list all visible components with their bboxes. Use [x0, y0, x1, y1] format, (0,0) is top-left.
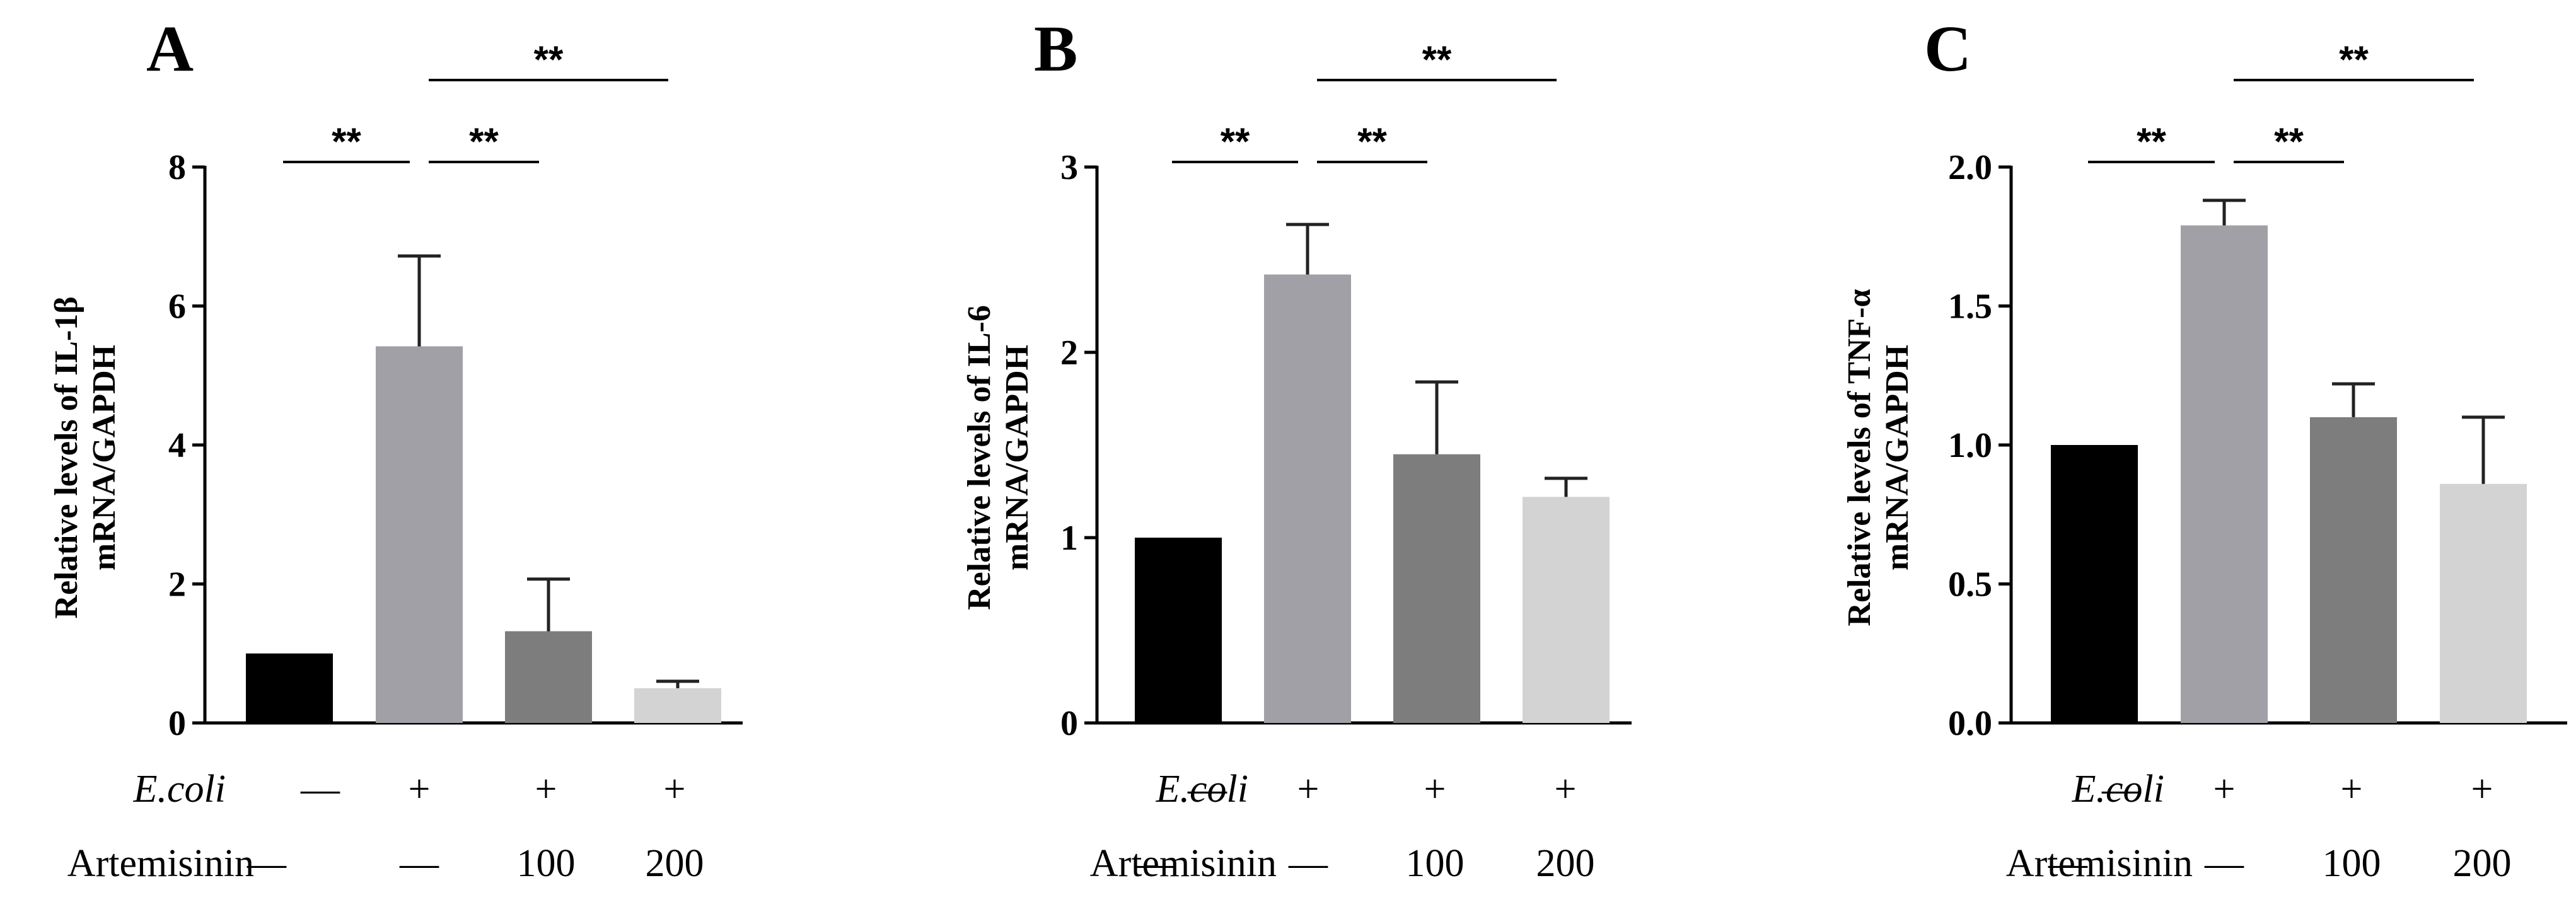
significance-stars: **	[1422, 38, 1452, 81]
bar	[1264, 274, 1351, 723]
ecoli-condition: +	[664, 768, 686, 811]
artemisinin-condition: 200	[1536, 842, 1595, 885]
y-tick-label: 2	[1060, 333, 1078, 373]
panel-a: A Relative levels of IL-1βmRNA/GAPDH 0 2 4 6 8…	[49, 13, 743, 885]
bar	[2310, 417, 2397, 723]
ecoli-condition: +	[2213, 768, 2236, 811]
significance-stars: **	[534, 38, 564, 81]
artemisinin-label: Artemisinin	[2006, 842, 2193, 885]
ecoli-label: E.coli	[133, 768, 226, 811]
artemisinin-condition: —	[1134, 842, 1174, 885]
y-tick-label: 1.5	[1948, 287, 1992, 326]
artemisinin-condition: —	[2204, 842, 2244, 885]
significance-stars: **	[332, 120, 361, 163]
y-tick-label: 0.5	[1948, 565, 1992, 604]
ecoli-condition: +	[1555, 768, 1577, 811]
bar	[505, 631, 592, 723]
artemisinin-condition: 100	[1406, 842, 1465, 885]
y-tick-label: 2.0	[1948, 148, 1992, 187]
significance-stars: **	[2137, 120, 2166, 163]
ecoli-condition: +	[1424, 768, 1446, 811]
artemisinin-condition: 200	[646, 842, 704, 885]
bar	[2440, 483, 2527, 723]
y-tick-label: 1	[1060, 519, 1078, 558]
y-axis-label: Relative levels of TNF-αmRNA/GAPDH	[1842, 289, 1915, 627]
panel-b: B Relative levels of IL-6mRNA/GAPDH 0 1 2 3 **…	[961, 13, 1632, 885]
bar	[2051, 445, 2138, 723]
ecoli-condition: —	[2101, 768, 2142, 811]
significance-stars: **	[1221, 120, 1250, 163]
bar	[1523, 497, 1610, 723]
bar	[1393, 454, 1480, 723]
significance-stars: **	[2274, 120, 2304, 163]
ecoli-condition: +	[2341, 768, 2363, 811]
ecoli-condition: +	[2471, 768, 2493, 811]
significance-stars: **	[469, 120, 499, 163]
ecoli-condition: —	[300, 768, 340, 811]
artemisinin-condition: 100	[2323, 842, 2381, 885]
significance-stars: **	[2339, 38, 2369, 81]
ecoli-condition: —	[1187, 768, 1227, 811]
y-tick-label: 2	[168, 565, 186, 604]
y-tick-label: 8	[168, 148, 186, 187]
artemisinin-condition: 100	[517, 842, 576, 885]
artemisinin-label: Artemisinin	[67, 842, 254, 885]
bar	[1135, 538, 1222, 723]
y-tick-label: 0.0	[1948, 704, 1992, 743]
panel-letter: B	[1034, 13, 1077, 85]
y-tick-label: 0	[168, 704, 186, 743]
artemisinin-condition: —	[1288, 842, 1328, 885]
y-tick-label: 1.0	[1948, 426, 1992, 465]
panel-letter: C	[1924, 13, 1971, 85]
y-axis-label: Relative levels of IL-1βmRNA/GAPDH	[49, 296, 122, 618]
bar	[376, 346, 463, 723]
ecoli-condition: +	[535, 768, 557, 811]
panel-letter: A	[146, 13, 194, 85]
ecoli-label: E.coli	[1156, 768, 1248, 811]
ecoli-condition: +	[1297, 768, 1320, 811]
artemisinin-condition: —	[247, 842, 287, 885]
artemisinin-label: Artemisinin	[1090, 842, 1277, 885]
ecoli-label: E.coli	[2072, 768, 2164, 811]
bar	[246, 653, 333, 723]
panel-c: C Relative levels of TNF-αmRNA/GAPDH 0.0 0.…	[1842, 13, 2567, 885]
significance-stars: **	[1357, 120, 1387, 163]
y-axis-label: Relative levels of IL-6mRNA/GAPDH	[961, 305, 1035, 610]
artemisinin-condition: —	[2048, 842, 2088, 885]
y-tick-label: 6	[168, 287, 186, 326]
bar	[634, 688, 721, 723]
y-tick-label: 3	[1060, 148, 1078, 187]
artemisinin-condition: —	[399, 842, 439, 885]
y-tick-label: 0	[1060, 704, 1078, 743]
bar	[2181, 225, 2268, 723]
artemisinin-condition: 200	[2453, 842, 2512, 885]
y-tick-label: 4	[168, 426, 186, 465]
ecoli-condition: +	[409, 768, 431, 811]
